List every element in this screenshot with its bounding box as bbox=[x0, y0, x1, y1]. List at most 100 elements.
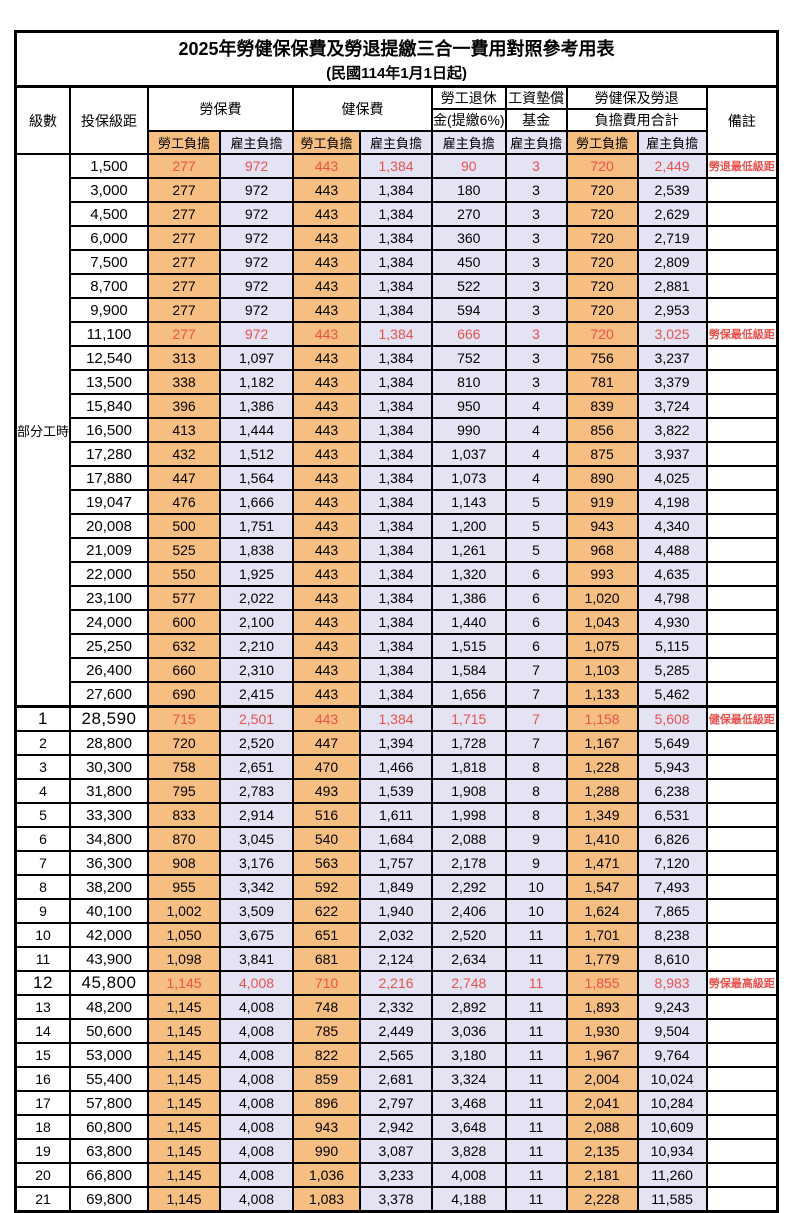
value-cell: 1,967 bbox=[565, 1042, 639, 1068]
value-cell: 1,384 bbox=[359, 321, 434, 347]
col-header-total-line2: 負擔費用合計 bbox=[565, 108, 708, 132]
value-cell: 4,008 bbox=[219, 1018, 295, 1044]
bracket-cell: 63,800 bbox=[69, 1138, 150, 1164]
level-cell: 11 bbox=[14, 946, 72, 972]
value-cell: 2,634 bbox=[431, 946, 507, 972]
remark-cell bbox=[705, 802, 779, 828]
premium-reference-sheet: 2025年勞健保保費及勞退提繳三合一費用對照參考用表 (民國114年1月1日起)… bbox=[14, 30, 780, 1213]
table-row: 4 31,800 795 2,783 493 1,539 1,908 8 1,288 6,238 bbox=[14, 778, 779, 804]
value-cell: 2,719 bbox=[636, 225, 708, 251]
table-row: 12,540 313 1,097 443 1,384 752 3 756 3,237 bbox=[16, 345, 779, 371]
value-cell: 919 bbox=[565, 489, 639, 515]
level-cell: 7 bbox=[14, 850, 72, 876]
value-cell: 1,145 bbox=[147, 1018, 222, 1044]
value-cell: 2,124 bbox=[359, 946, 434, 972]
value-cell: 1,158 bbox=[565, 705, 639, 732]
page-subtitle: (民國114年1月1日起) bbox=[326, 64, 467, 82]
value-cell: 2,942 bbox=[359, 1114, 434, 1140]
value-cell: 1,715 bbox=[431, 705, 507, 732]
bracket-cell: 15,840 bbox=[69, 393, 150, 419]
value-cell: 2,520 bbox=[431, 922, 507, 948]
value-cell: 4,930 bbox=[636, 609, 708, 635]
value-cell: 990 bbox=[292, 1138, 362, 1164]
value-cell: 2,565 bbox=[359, 1042, 434, 1068]
value-cell: 443 bbox=[292, 273, 362, 299]
value-cell: 1,145 bbox=[147, 994, 222, 1020]
value-cell: 2,914 bbox=[219, 802, 295, 828]
value-cell: 2,178 bbox=[431, 850, 507, 876]
table-row: 17,880 447 1,564 443 1,384 1,073 4 890 4,025 bbox=[16, 465, 779, 491]
value-cell: 710 bbox=[292, 970, 362, 996]
level-cell: 4 bbox=[14, 778, 72, 804]
value-cell: 822 bbox=[292, 1042, 362, 1068]
col-header-pension-line2: 金(提繳6%) bbox=[431, 108, 507, 132]
remark-cell bbox=[705, 1138, 779, 1164]
value-cell: 3,045 bbox=[219, 826, 295, 852]
value-cell: 968 bbox=[565, 537, 639, 563]
remark-cell bbox=[705, 513, 779, 539]
level-cell: 19 bbox=[14, 1138, 72, 1164]
value-cell: 715 bbox=[147, 705, 222, 732]
value-cell: 2,783 bbox=[219, 778, 295, 804]
title-block: 2025年勞健保保費及勞退提繳三合一費用對照參考用表 (民國114年1月1日起) bbox=[14, 30, 779, 88]
table-row: 3,000 277 972 443 1,384 180 3 720 2,539 bbox=[16, 177, 779, 203]
value-cell: 2,415 bbox=[219, 681, 295, 708]
value-cell: 3 bbox=[504, 297, 568, 323]
bracket-cell: 28,800 bbox=[69, 730, 150, 756]
value-cell: 955 bbox=[147, 874, 222, 900]
value-cell: 875 bbox=[565, 441, 639, 467]
level-cell: 1 bbox=[14, 705, 72, 732]
bracket-cell: 19,047 bbox=[69, 489, 150, 515]
value-cell: 1,261 bbox=[431, 537, 507, 563]
col-header-bracket: 投保級距 bbox=[69, 85, 150, 155]
value-cell: 11 bbox=[504, 1042, 568, 1068]
value-cell: 4,488 bbox=[636, 537, 708, 563]
table-row: 19 63,800 1,145 4,008 990 3,087 3,828 11 2,135 10… bbox=[14, 1138, 779, 1164]
value-cell: 4,008 bbox=[219, 994, 295, 1020]
value-cell: 443 bbox=[292, 417, 362, 443]
bracket-cell: 17,280 bbox=[69, 441, 150, 467]
value-cell: 1,145 bbox=[147, 1066, 222, 1092]
table-row: 1 28,590 715 2,501 443 1,384 1,715 7 1,158 5,608 健… bbox=[14, 705, 779, 732]
level-cell: 12 bbox=[14, 970, 72, 996]
value-cell: 1,440 bbox=[431, 609, 507, 635]
value-cell: 9 bbox=[504, 850, 568, 876]
value-cell: 450 bbox=[431, 249, 507, 275]
level-cell: 13 bbox=[14, 994, 72, 1020]
premium-table: 2025年勞健保保費及勞退提繳三合一費用對照參考用表 (民國114年1月1日起)… bbox=[14, 30, 780, 1213]
value-cell: 3 bbox=[504, 153, 568, 179]
value-cell: 1,384 bbox=[359, 297, 434, 323]
bracket-cell: 25,250 bbox=[69, 633, 150, 659]
remark-cell bbox=[705, 657, 779, 683]
value-cell: 10,284 bbox=[636, 1090, 708, 1116]
value-cell: 1,384 bbox=[359, 561, 434, 587]
value-cell: 540 bbox=[292, 826, 362, 852]
value-cell: 443 bbox=[292, 489, 362, 515]
value-cell: 2,100 bbox=[219, 609, 295, 635]
value-cell: 447 bbox=[147, 465, 222, 491]
value-cell: 943 bbox=[565, 513, 639, 539]
value-cell: 443 bbox=[292, 705, 362, 732]
value-cell: 720 bbox=[565, 321, 639, 347]
value-cell: 4 bbox=[504, 465, 568, 491]
value-cell: 443 bbox=[292, 249, 362, 275]
value-cell: 3,180 bbox=[431, 1042, 507, 1068]
remark-cell: 勞保最低級距 bbox=[705, 321, 779, 347]
table-row: 17 57,800 1,145 4,008 896 2,797 3,468 11 2,041 10… bbox=[14, 1090, 779, 1116]
table-row: 15,840 396 1,386 443 1,384 950 4 839 3,724 bbox=[16, 393, 779, 419]
value-cell: 7 bbox=[504, 705, 568, 732]
value-cell: 1,757 bbox=[359, 850, 434, 876]
value-cell: 1,228 bbox=[565, 754, 639, 780]
value-cell: 313 bbox=[147, 345, 222, 371]
subheader-labor-employer: 雇主負擔 bbox=[219, 130, 295, 155]
value-cell: 1,145 bbox=[147, 1138, 222, 1164]
value-cell: 10 bbox=[504, 898, 568, 924]
value-cell: 443 bbox=[292, 585, 362, 611]
value-cell: 7,865 bbox=[636, 898, 708, 924]
value-cell: 90 bbox=[431, 153, 507, 179]
value-cell: 2,210 bbox=[219, 633, 295, 659]
value-cell: 11,585 bbox=[636, 1186, 708, 1213]
bracket-cell: 24,000 bbox=[69, 609, 150, 635]
value-cell: 681 bbox=[292, 946, 362, 972]
bracket-cell: 12,540 bbox=[69, 345, 150, 371]
